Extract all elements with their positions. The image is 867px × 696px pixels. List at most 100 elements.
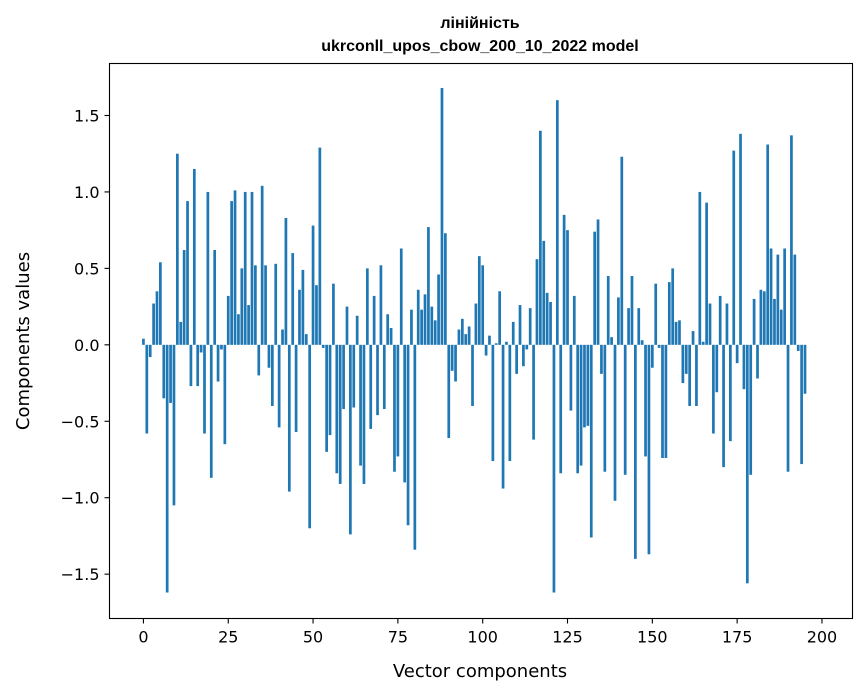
bar-59	[342, 344, 345, 410]
bar-45	[294, 344, 298, 432]
x-axis-label: Vector components	[393, 661, 567, 682]
bar-111	[518, 305, 522, 345]
bar-53	[321, 344, 325, 348]
bar-73	[389, 328, 393, 345]
bar-51	[315, 285, 318, 345]
bar-38	[270, 344, 274, 406]
bar-36	[264, 265, 267, 345]
bar-139	[613, 344, 617, 501]
bar-114	[528, 308, 532, 345]
bar-99	[477, 256, 481, 345]
bar-149	[647, 344, 651, 555]
bar-91	[450, 344, 454, 371]
bar-162	[691, 331, 695, 345]
bar-194	[800, 344, 803, 465]
bar-133	[593, 231, 597, 345]
bar-67	[369, 344, 373, 429]
x-tick-label: 150	[637, 628, 668, 647]
bar-13	[186, 201, 189, 345]
bar-192	[793, 254, 797, 345]
bar-1	[145, 344, 149, 434]
bar-96	[467, 326, 471, 345]
bar-105	[498, 291, 502, 345]
bar-62	[352, 344, 356, 408]
bar-11	[179, 321, 183, 345]
bar-158	[678, 320, 681, 345]
bar-76	[399, 248, 403, 345]
bar-70	[379, 265, 383, 345]
bar-35	[260, 185, 264, 345]
bar-151	[654, 283, 658, 345]
bar-123	[559, 344, 563, 474]
bar-0	[142, 338, 145, 345]
y-axis-label: Components values	[13, 252, 34, 430]
bars-layer	[142, 87, 807, 593]
bar-129	[579, 344, 583, 466]
bar-172	[725, 303, 729, 345]
bar-2	[148, 344, 152, 358]
bar-119	[545, 292, 549, 345]
bar-68	[372, 295, 376, 345]
bar-63	[355, 315, 359, 345]
bar-169	[715, 344, 719, 393]
bar-167	[708, 303, 712, 345]
bar-124	[562, 214, 566, 345]
bar-104	[494, 343, 498, 345]
bar-21	[213, 250, 217, 345]
bar-161	[688, 344, 691, 406]
bar-103	[491, 344, 495, 462]
bar-6	[162, 344, 166, 399]
bar-153	[661, 344, 664, 458]
bar-46	[298, 289, 301, 345]
bar-58	[338, 344, 342, 484]
bar-163	[695, 344, 698, 406]
bar-165	[701, 341, 705, 345]
bar-97	[471, 344, 474, 406]
bar-79	[410, 309, 413, 345]
bar-150	[650, 344, 654, 368]
bar-171	[722, 344, 725, 468]
bar-75	[396, 344, 400, 457]
bar-106	[501, 344, 505, 489]
bar-136	[603, 344, 607, 472]
bar-65	[362, 344, 366, 484]
bar-180	[752, 298, 756, 345]
bar-44	[291, 253, 295, 345]
bar-56	[332, 283, 335, 345]
bar-85	[430, 306, 434, 345]
bar-160	[684, 344, 688, 374]
bar-60	[345, 306, 349, 345]
bar-92	[454, 344, 457, 382]
bar-32	[250, 191, 254, 345]
bar-190	[786, 344, 790, 472]
bar-42	[284, 217, 288, 345]
bar-31	[247, 305, 250, 345]
bar-122	[555, 100, 559, 345]
bar-113	[525, 344, 529, 350]
bar-48	[304, 334, 308, 345]
bar-181	[756, 344, 759, 379]
y-tick-label: −1.0	[61, 489, 100, 508]
bar-115	[532, 344, 535, 440]
bar-131	[586, 344, 590, 426]
bar-19	[206, 191, 210, 345]
bar-155	[667, 282, 671, 345]
bar-82	[420, 309, 423, 345]
bar-127	[572, 295, 576, 345]
bar-15	[192, 169, 196, 345]
bar-112	[522, 344, 525, 367]
bar-17	[199, 344, 203, 353]
x-tick-label: 125	[552, 628, 583, 647]
bar-110	[515, 344, 518, 374]
bar-8	[169, 344, 172, 403]
plot-frame	[108, 62, 854, 620]
bar-137	[606, 276, 610, 345]
bar-195	[803, 344, 807, 394]
y-tick-label: 1.0	[74, 183, 99, 202]
bar-22	[216, 344, 220, 382]
bar-107	[505, 341, 508, 345]
bar-39	[274, 263, 278, 345]
bar-27	[233, 190, 237, 345]
bar-173	[729, 344, 732, 442]
bar-33	[254, 265, 257, 345]
